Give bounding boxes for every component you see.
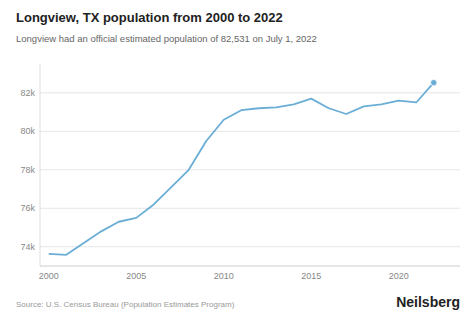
- x-tick-label: 2010: [214, 271, 234, 281]
- grid-line: [40, 92, 460, 93]
- y-tick-label: 78k: [20, 165, 35, 175]
- source: Source: U.S. Census Bureau (Population E…: [16, 300, 235, 309]
- x-tick-label: 2015: [301, 271, 321, 281]
- x-tick-label: 2005: [126, 271, 146, 281]
- grid-line: [40, 169, 460, 170]
- subtitle: Longview had an official estimated popul…: [16, 33, 317, 44]
- grid-line: [40, 246, 460, 247]
- y-tick-label: 74k: [20, 242, 35, 252]
- y-tick-label: 76k: [20, 203, 35, 213]
- branding: Neilsberg: [396, 294, 460, 310]
- x-tick-label: 2000: [39, 271, 59, 281]
- end-point: [431, 79, 437, 85]
- x-tick-label: 2020: [389, 271, 409, 281]
- chart: Longview, TX population from 2000 to 202…: [0, 0, 474, 316]
- plot-area: [49, 79, 437, 254]
- grid-line: [40, 208, 460, 209]
- grid-line: [40, 131, 460, 132]
- y-tick-label: 82k: [20, 88, 35, 98]
- grid: [40, 93, 460, 247]
- title: Longview, TX population from 2000 to 202…: [16, 10, 283, 25]
- line: [49, 83, 434, 255]
- x-axis-line: [40, 266, 460, 267]
- y-axis-line: [40, 64, 41, 266]
- y-tick-label: 80k: [20, 126, 35, 136]
